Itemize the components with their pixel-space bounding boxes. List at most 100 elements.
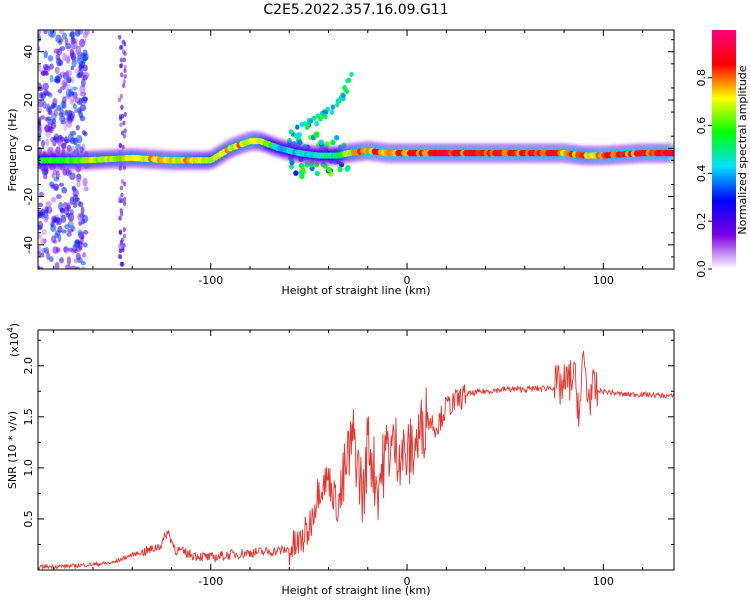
snr-ticks: -100 0 100 0.5 1.0 1.5 2.0: [22, 330, 674, 588]
x-tick-label: -100: [198, 274, 223, 287]
noise-speck: [45, 201, 52, 207]
y-tick-label: 40: [22, 45, 35, 59]
noise-speck: [77, 212, 84, 222]
noise-speck: [121, 247, 125, 253]
branch-blob: [323, 109, 329, 116]
noise-speck: [81, 96, 88, 104]
colorbar-title: Normalized spectral amplitude: [736, 65, 749, 234]
snr-x-axis-title: Height of straight line (km): [281, 584, 430, 597]
noise-speck: [68, 88, 74, 97]
branch-blob: [305, 121, 311, 127]
colorbar-tick-label: 0.6: [695, 117, 708, 135]
noise-speck: [38, 266, 44, 269]
heatmap-frame: [37, 29, 675, 270]
noise-speck: [62, 169, 68, 176]
noise-speck: [53, 48, 60, 54]
noise-speck: [50, 113, 57, 121]
y-tick-label: -20: [22, 188, 35, 206]
noise-speck: [123, 128, 127, 134]
noise-speck: [38, 191, 44, 197]
noise-speck: [46, 251, 50, 260]
noise-speck: [65, 42, 72, 50]
lobe-blob: [313, 131, 319, 138]
colorbar-ticks: 0.0 0.2 0.4 0.6 0.8: [695, 69, 712, 278]
noise-speck: [44, 90, 51, 97]
lobe-blob: [314, 170, 320, 177]
noise-speck: [54, 262, 60, 269]
noise-speck: [55, 194, 62, 200]
noise-speck: [41, 247, 48, 253]
noise-speck: [64, 109, 69, 116]
x-tick-label: 100: [593, 274, 614, 287]
noise-speck: [80, 206, 85, 215]
noise-speck: [72, 91, 78, 100]
noise-speck: [117, 97, 122, 103]
noise-speck: [39, 237, 46, 245]
noise-speck: [70, 76, 75, 84]
snr-frame: [37, 329, 675, 571]
noise-speck: [66, 202, 71, 210]
heatmap-marks: [38, 30, 674, 269]
noise-speck: [118, 215, 122, 221]
noise-speck: [118, 142, 122, 148]
noise-speck: [38, 234, 42, 239]
snr-y-axis-title: SNR (10 * v/v): [6, 411, 19, 489]
noise-speck: [42, 100, 47, 109]
noise-speck: [38, 220, 44, 230]
noise-speck: [38, 202, 44, 208]
noise-speck: [58, 40, 62, 46]
noise-speck: [67, 228, 74, 233]
noise-speck: [73, 243, 79, 249]
noise-speck: [118, 196, 122, 201]
noise-speck: [59, 46, 66, 51]
noise-speck: [77, 57, 82, 65]
noise-speck: [120, 130, 125, 136]
noise-speck: [61, 79, 68, 88]
x-tick-label: -100: [198, 575, 223, 588]
noise-speck: [120, 72, 124, 78]
noise-speck: [62, 96, 67, 104]
noise-speck: [123, 51, 127, 56]
noise-speck: [75, 124, 80, 131]
x-tick-label: 0: [404, 274, 411, 287]
noise-speck: [69, 97, 76, 103]
noise-speck: [76, 180, 81, 188]
noise-speck: [63, 245, 69, 254]
branch-blob: [346, 77, 352, 83]
noise-speck: [83, 72, 90, 79]
noise-speck: [120, 192, 124, 198]
noise-speck: [43, 50, 48, 59]
noise-speck: [119, 63, 123, 69]
branch-blob: [299, 121, 305, 128]
noise-speck: [40, 214, 46, 219]
noise-speck: [74, 108, 78, 114]
noise-speck: [38, 33, 42, 43]
noise-speck: [43, 174, 48, 180]
noise-speck: [55, 230, 61, 238]
noise-speck: [72, 202, 78, 209]
noise-speck: [123, 181, 127, 187]
noise-speck: [122, 227, 126, 233]
noise-speck: [122, 79, 126, 85]
lobe-blob: [300, 167, 306, 173]
branch-blob: [295, 124, 300, 130]
snr-line-marks: [38, 350, 674, 570]
x-tick-label: 0: [404, 575, 411, 588]
noise-speck: [45, 138, 49, 147]
noise-speck: [120, 242, 124, 247]
noise-speck: [69, 48, 75, 58]
noise-speck: [117, 254, 122, 259]
y-tick-label: 0: [22, 145, 35, 152]
heatmap-ticks: -100 0 100 -40 -20 0 20 40: [22, 30, 674, 287]
branch-blob: [318, 116, 323, 122]
noise-speck: [120, 105, 124, 110]
noise-speck: [38, 251, 42, 257]
noise-speck: [66, 256, 72, 266]
noise-speck: [42, 70, 49, 76]
noise-speck: [123, 201, 127, 206]
noise-speck: [70, 265, 77, 269]
noise-speck: [82, 251, 87, 258]
noise-speck: [122, 83, 126, 89]
noise-speck: [50, 223, 57, 233]
